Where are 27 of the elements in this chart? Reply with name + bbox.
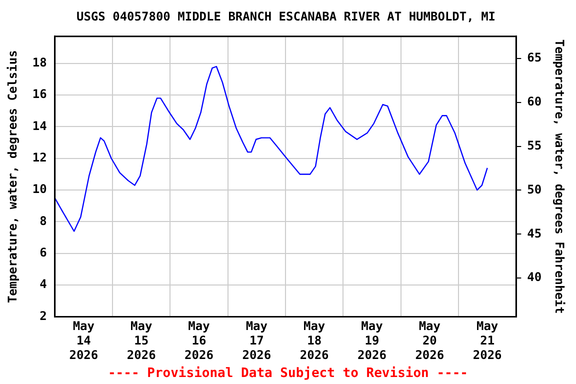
x-tick-label: May 19 2026: [358, 319, 386, 362]
y2-tick-label: 65: [527, 50, 542, 64]
y-tick-label: 6: [40, 246, 47, 260]
x-tick-label: May 15 2026: [126, 319, 156, 362]
y2-tick-label: 45: [527, 226, 542, 240]
y-tick-label: 12: [32, 150, 47, 165]
y2-tick-label: 50: [527, 182, 542, 196]
y-tick-label: 2: [40, 308, 47, 323]
y2-tick-label: 40: [527, 270, 542, 284]
x-tick-label: May 16 2026: [184, 319, 214, 362]
x-tick-label: May 17 2026: [242, 319, 272, 362]
y-tick-label: 10: [32, 182, 47, 196]
chart-title: USGS 04057800 MIDDLE BRANCH ESCANABA RIVER AT HUMBOLDT, MI: [76, 9, 496, 24]
y-tick-label: 4: [40, 277, 47, 292]
y2-axis-title: Temperature, water, degrees Fahrenheit: [552, 39, 567, 314]
x-tick-label: May 14 2026: [69, 319, 98, 362]
y-tick-label: 8: [40, 214, 47, 228]
x-tick-label: May 18 2026: [300, 319, 329, 362]
y-axis-title: Temperature, water, degrees Celsius: [5, 50, 20, 304]
y-tick-label: 18: [32, 55, 47, 70]
y-tick-label: 16: [32, 87, 47, 102]
y2-tick-label: 60: [527, 94, 542, 108]
x-tick-label: May 21 2026: [472, 319, 502, 362]
text: ---- Provisional Data Subject to Revision ----: [106, 366, 470, 381]
x-tick-label: May 20 2026: [415, 319, 444, 362]
y2-tick-label: 55: [527, 138, 542, 152]
y-tick-label: 14: [32, 118, 47, 133]
